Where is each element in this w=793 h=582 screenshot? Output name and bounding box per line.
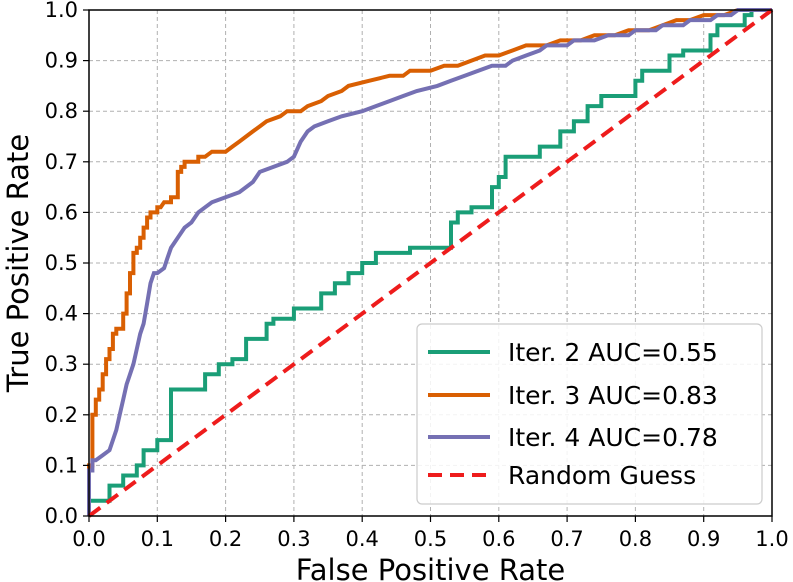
y-tick-label: 0.5 bbox=[45, 251, 78, 275]
axis-ticks: 0.0 0.1 0.2 0.3 0.4 0.5 0.6 0.7 0.8 0.9 1.0 0.0 0.1 0… bbox=[45, 0, 789, 551]
x-tick-label: 0.8 bbox=[619, 527, 652, 551]
series-line-2 bbox=[87, 8, 772, 516]
legend: Iter. 2 AUC=0.55 Iter. 3 AUC=0.83 Iter. 4 … bbox=[416, 323, 763, 505]
x-tick-label: 1.0 bbox=[755, 527, 788, 551]
y-tick-label: 0.9 bbox=[45, 49, 78, 73]
y-tick-label: 0.3 bbox=[45, 352, 78, 376]
x-tick-label: 0.2 bbox=[209, 527, 242, 551]
legend-box bbox=[416, 323, 763, 505]
y-tick-label: 0.8 bbox=[45, 99, 78, 123]
x-tick-label: 0.0 bbox=[72, 527, 105, 551]
x-axis-label: False Positive Rate bbox=[296, 553, 566, 582]
legend-label-1: Iter. 2 AUC=0.55 bbox=[508, 338, 718, 367]
x-tick-label: 0.4 bbox=[345, 527, 378, 551]
series-line-4 bbox=[87, 8, 774, 518]
x-tick-label: 0.7 bbox=[550, 527, 583, 551]
series-line-3 bbox=[87, 8, 772, 516]
y-tick-label: 0.4 bbox=[45, 302, 78, 326]
plot-area bbox=[87, 8, 774, 518]
x-tick-label: 0.3 bbox=[277, 527, 310, 551]
x-tick-label: 0.1 bbox=[141, 527, 174, 551]
x-tick-label: 0.9 bbox=[687, 527, 720, 551]
y-tick-label: 0.2 bbox=[45, 403, 78, 427]
x-tick-label: 0.6 bbox=[482, 527, 515, 551]
legend-label-4: Random Guess bbox=[508, 461, 696, 490]
y-axis-label: True Positive Rate bbox=[1, 134, 35, 393]
y-tick-label: 0.1 bbox=[45, 453, 78, 477]
y-tick-label: 0.0 bbox=[45, 504, 78, 528]
y-tick-label: 0.6 bbox=[45, 200, 78, 224]
x-tick-label: 0.5 bbox=[414, 527, 447, 551]
y-tick-label: 0.7 bbox=[45, 150, 78, 174]
y-tick-label: 1.0 bbox=[45, 0, 78, 22]
legend-label-2: Iter. 3 AUC=0.83 bbox=[508, 381, 718, 410]
legend-label-3: Iter. 4 AUC=0.78 bbox=[508, 423, 718, 452]
series-line-1 bbox=[87, 8, 772, 516]
